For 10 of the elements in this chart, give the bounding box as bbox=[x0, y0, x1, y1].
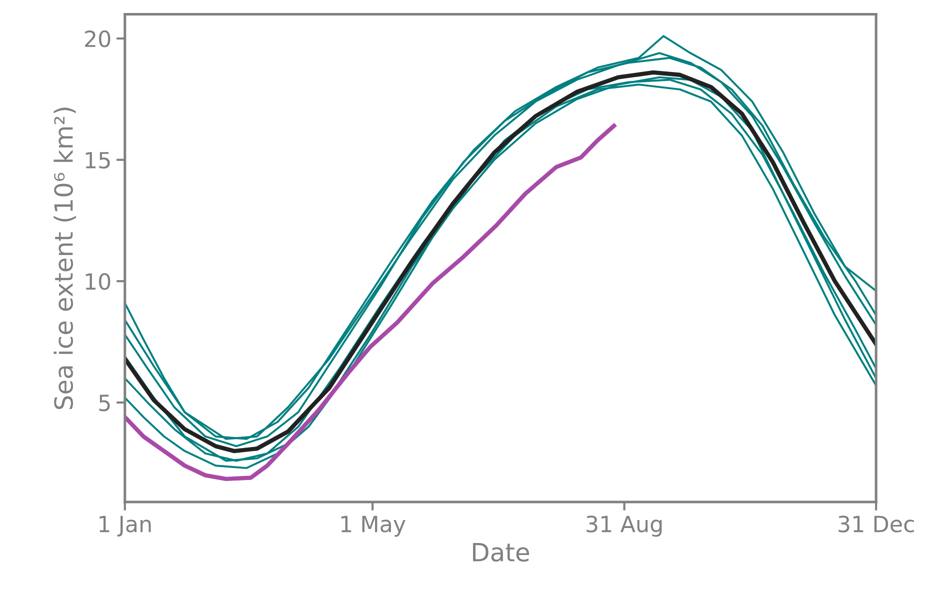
y-tick-label: 20 bbox=[85, 30, 110, 48]
x-tick-label: 1 Jan bbox=[100, 516, 151, 537]
x-tick-label: 31 Aug bbox=[586, 516, 662, 537]
x-axis-title: Date bbox=[473, 543, 530, 562]
y-tick-label: 5 bbox=[99, 394, 110, 412]
y-axis-title: Sea ice extent (10⁶ km²) bbox=[54, 108, 76, 410]
y-tick-label: 15 bbox=[86, 152, 110, 169]
y-tick-label: 10 bbox=[86, 273, 110, 290]
x-tick-label: 1 May bbox=[341, 516, 406, 537]
x-tick-label: 31 Dec bbox=[838, 516, 914, 532]
